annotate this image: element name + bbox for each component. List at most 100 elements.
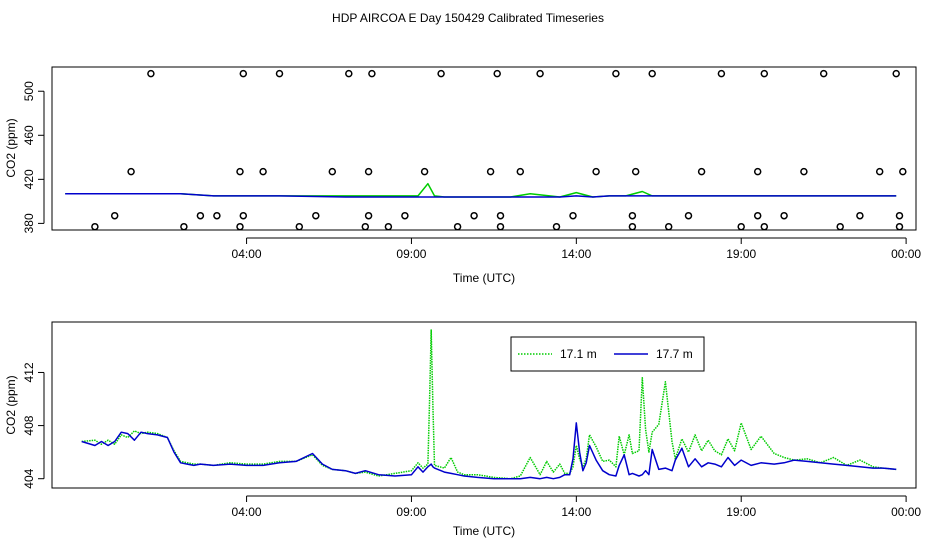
legend-label-17-7: 17.7 m bbox=[656, 347, 693, 361]
y-tick-label: 500 bbox=[22, 81, 36, 101]
calibration-point bbox=[295, 222, 304, 231]
y-axis-label: CO2 (ppm) bbox=[4, 118, 18, 177]
calibration-point bbox=[875, 167, 884, 176]
calibration-point bbox=[368, 69, 376, 78]
calibration-point bbox=[91, 222, 99, 231]
panel-calibrated: 04:00 09:00 14:00 19:00 00:00 380 420 460 500 T… bbox=[4, 66, 921, 285]
calibration-point bbox=[213, 211, 221, 220]
calibration-point bbox=[236, 167, 244, 176]
panel-heights: 04:00 09:00 14:00 19:00 00:00 404 408 412 Time… bbox=[4, 321, 921, 538]
calibration-point bbox=[196, 211, 205, 220]
calibration-point bbox=[275, 69, 284, 78]
y-tick-label: 404 bbox=[22, 468, 36, 488]
calibration-point bbox=[361, 222, 370, 231]
calibration-point bbox=[493, 69, 501, 78]
calibration-point bbox=[364, 167, 373, 176]
x-tick-label: 14:00 bbox=[561, 505, 591, 519]
calibration-point bbox=[536, 69, 544, 78]
x-tick-label: 00:00 bbox=[891, 247, 921, 261]
series-layer bbox=[81, 329, 897, 480]
calibration-point bbox=[648, 69, 656, 78]
calibration-point bbox=[110, 211, 119, 220]
calibration-point bbox=[259, 167, 267, 176]
calibration-point bbox=[612, 69, 620, 78]
y-tick-label: 380 bbox=[22, 213, 36, 233]
x-axis-label: Time (UTC) bbox=[453, 524, 515, 538]
calibration-point bbox=[127, 167, 135, 176]
calibration-point bbox=[697, 167, 706, 176]
calibration-point bbox=[328, 167, 337, 176]
calibration-point bbox=[899, 167, 907, 176]
figure-title: HDP AIRCOA E Day 150429 Calibrated Times… bbox=[332, 11, 604, 25]
calibration-point bbox=[147, 69, 155, 78]
x-axis: 04:00 09:00 14:00 19:00 00:00 bbox=[232, 237, 921, 261]
calibration-point bbox=[401, 211, 409, 220]
calibration-point bbox=[569, 211, 577, 220]
legend-label-17-1: 17.1 m bbox=[560, 347, 597, 361]
x-tick-label: 14:00 bbox=[561, 247, 591, 261]
calibration-point bbox=[892, 69, 900, 78]
calibration-point bbox=[384, 222, 393, 231]
calibration-point bbox=[819, 69, 828, 78]
calibration-points-layer bbox=[91, 69, 907, 231]
calibration-point bbox=[453, 222, 462, 231]
calibration-point bbox=[496, 211, 505, 220]
calibration-point bbox=[836, 222, 844, 231]
series-line-green bbox=[81, 329, 897, 480]
plot-frame bbox=[51, 321, 917, 489]
calibration-point bbox=[592, 167, 600, 176]
calibration-point bbox=[628, 211, 637, 220]
calibration-point bbox=[753, 167, 762, 176]
series-layer bbox=[65, 182, 897, 198]
calibration-point bbox=[496, 222, 505, 231]
calibration-point bbox=[800, 167, 808, 176]
x-tick-label: 19:00 bbox=[726, 505, 756, 519]
y-axis: 380 420 460 500 bbox=[22, 81, 45, 233]
calibration-point bbox=[516, 167, 525, 176]
x-tick-label: 04:00 bbox=[232, 247, 262, 261]
calibration-point bbox=[780, 211, 788, 220]
x-tick-label: 19:00 bbox=[726, 247, 756, 261]
calibration-point bbox=[895, 211, 904, 220]
calibration-point bbox=[420, 167, 429, 176]
y-axis: 404 408 412 bbox=[22, 362, 45, 489]
calibration-point bbox=[664, 222, 673, 231]
calibration-point bbox=[895, 222, 904, 231]
calibration-point bbox=[470, 211, 478, 220]
y-tick-label: 408 bbox=[22, 415, 36, 435]
x-tick-label: 09:00 bbox=[396, 247, 426, 261]
calibration-point bbox=[239, 211, 248, 220]
x-axis-label: Time (UTC) bbox=[453, 271, 515, 285]
calibration-point bbox=[364, 211, 373, 220]
x-tick-label: 09:00 bbox=[396, 505, 426, 519]
calibration-point bbox=[437, 69, 445, 78]
y-axis-label: CO2 (ppm) bbox=[4, 375, 18, 434]
legend: 17.1 m 17.7 m bbox=[510, 336, 705, 372]
calibration-point bbox=[312, 211, 320, 220]
x-tick-label: 00:00 bbox=[891, 505, 921, 519]
calibration-point bbox=[684, 211, 693, 220]
y-tick-label: 420 bbox=[22, 169, 36, 189]
calibration-point bbox=[753, 211, 762, 220]
calibration-point bbox=[552, 222, 561, 231]
calibration-point bbox=[236, 222, 244, 231]
calibration-point bbox=[760, 222, 769, 231]
y-tick-label: 412 bbox=[22, 362, 36, 382]
calibration-point bbox=[345, 69, 353, 78]
calibration-point bbox=[760, 69, 769, 78]
x-axis: 04:00 09:00 14:00 19:00 00:00 bbox=[232, 495, 921, 519]
calibration-point bbox=[486, 167, 495, 176]
plot-frame bbox=[51, 66, 917, 231]
calibration-point bbox=[631, 167, 640, 176]
calibration-point bbox=[180, 222, 188, 231]
calibration-point bbox=[628, 222, 637, 231]
calibration-point bbox=[737, 222, 745, 231]
calibration-point bbox=[856, 211, 864, 220]
x-tick-label: 04:00 bbox=[232, 505, 262, 519]
y-tick-label: 460 bbox=[22, 125, 36, 145]
calibration-point bbox=[239, 69, 248, 78]
series-line-blue bbox=[65, 192, 897, 198]
series-line-blue bbox=[81, 422, 897, 480]
